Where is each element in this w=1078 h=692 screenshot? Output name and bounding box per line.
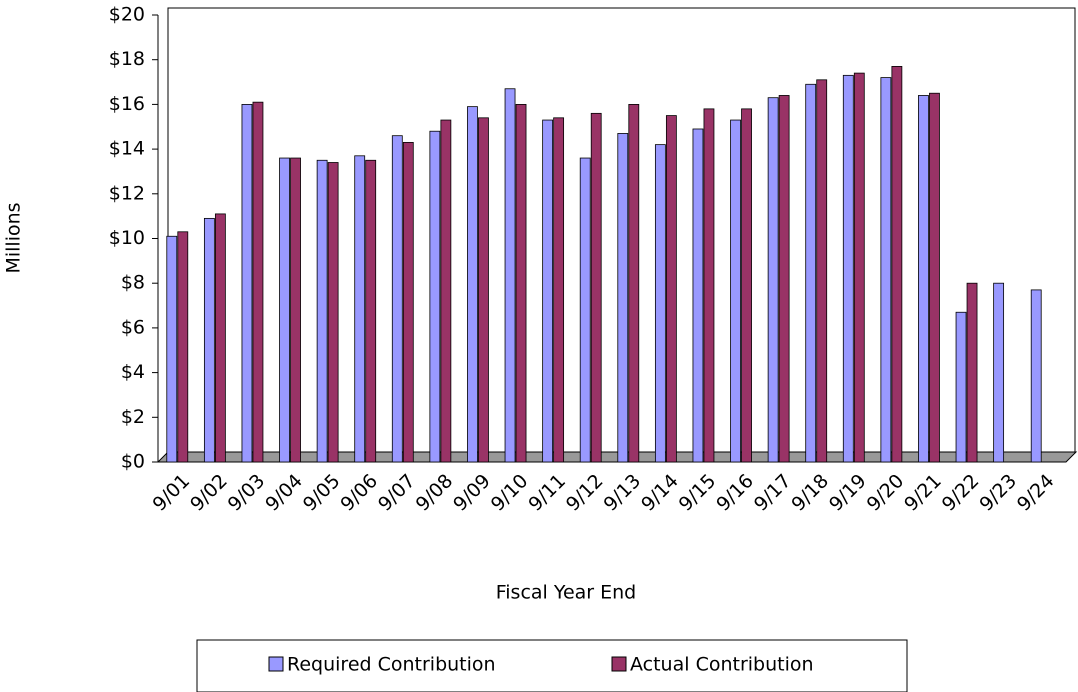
bar: [316, 159, 328, 463]
y-tick-label: $0: [121, 451, 145, 473]
y-tick-label: $6: [121, 316, 145, 338]
x-tick-label: 9/12: [562, 470, 608, 516]
x-tick-label: 9/17: [750, 470, 796, 516]
bar: [504, 88, 516, 463]
x-tick-label: 9/02: [186, 470, 232, 516]
y-tick-label: $4: [121, 361, 145, 383]
bar: [891, 66, 903, 463]
x-tick-label: 9/07: [374, 470, 420, 516]
x-tick-label: 9/14: [637, 470, 683, 516]
bar: [290, 157, 301, 463]
y-tick-label: $20: [109, 4, 145, 26]
x-tick-label: 9/13: [599, 470, 645, 516]
bar: [703, 108, 715, 463]
x-tick-label: 9/21: [900, 470, 946, 516]
bar: [515, 104, 527, 463]
bar: [617, 133, 629, 463]
bar: [853, 72, 865, 463]
bar: [354, 155, 366, 463]
x-tick-label: 9/06: [336, 470, 382, 516]
y-tick-label: $12: [109, 182, 145, 204]
bar: [241, 104, 253, 463]
bar: [730, 119, 741, 463]
x-tick-label: 9/01: [148, 470, 194, 516]
x-tick-label: 9/08: [412, 470, 458, 516]
y-tick-label: $8: [121, 272, 145, 294]
bar: [1030, 289, 1042, 463]
bar: [478, 117, 489, 463]
bar: [816, 79, 828, 463]
x-tick-label: 9/16: [712, 470, 758, 516]
y-axis-label: Millions: [3, 202, 25, 273]
bar: [391, 135, 403, 463]
bar: [365, 159, 377, 463]
bar: [955, 311, 967, 463]
legend-label: Required Contribution: [287, 654, 496, 676]
x-tick-label: 9/04: [261, 470, 307, 516]
legend-swatch: [268, 656, 284, 672]
y-tick-label: $10: [109, 227, 145, 249]
x-tick-label: 9/19: [825, 470, 871, 516]
x-tick-label: 9/18: [787, 470, 833, 516]
bar: [654, 144, 666, 463]
bar: [402, 141, 414, 463]
bar: [467, 106, 478, 463]
x-tick-label: 9/22: [938, 470, 984, 516]
y-tick-label: $2: [121, 406, 145, 428]
legend-swatch: [611, 656, 627, 672]
bar: [665, 115, 677, 463]
x-tick-label: 9/24: [1013, 470, 1059, 516]
y-tick-label: $14: [109, 138, 145, 160]
bar: [579, 157, 591, 463]
x-tick-label: 9/03: [224, 470, 270, 516]
bar: [327, 162, 339, 463]
bar: [767, 97, 779, 463]
y-tick-label: $18: [109, 48, 145, 70]
bar: [542, 119, 554, 463]
bar: [741, 108, 752, 463]
bar: [440, 119, 452, 463]
bar: [590, 112, 602, 463]
legend: [196, 639, 908, 692]
bar: [214, 213, 226, 463]
y-tick-label: $16: [109, 93, 145, 115]
bar: [966, 282, 978, 463]
x-tick-label: 9/20: [863, 470, 909, 516]
bar: [993, 282, 1005, 463]
bar: [692, 128, 704, 463]
x-tick-label: 9/23: [975, 470, 1021, 516]
x-tick-label: 9/15: [675, 470, 721, 516]
legend-label: Actual Contribution: [630, 654, 814, 676]
bar: [252, 101, 264, 463]
bar: [805, 83, 817, 463]
bar: [842, 74, 854, 463]
bar: [553, 117, 565, 463]
x-tick-label: 9/09: [449, 470, 495, 516]
x-axis-label: Fiscal Year End: [496, 582, 637, 604]
bar: [177, 231, 189, 463]
bar: [918, 95, 929, 463]
bar: [628, 104, 640, 463]
bar: [929, 92, 940, 463]
x-tick-label: 9/10: [487, 470, 533, 516]
bar: [166, 235, 178, 463]
x-tick-label: 9/05: [299, 470, 345, 516]
x-tick-label: 9/11: [524, 470, 570, 516]
bar: [778, 95, 790, 463]
bar: [429, 130, 441, 463]
bar: [203, 217, 215, 463]
bar: [880, 77, 892, 463]
bar: [279, 157, 290, 463]
